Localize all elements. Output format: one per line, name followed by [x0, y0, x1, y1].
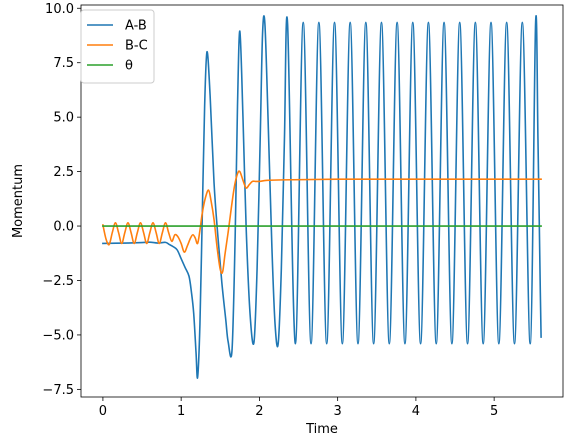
plot-frame: [80, 4, 564, 398]
legend: A-B B-C θ: [80, 9, 155, 84]
y-axis-ticks: −7.5 −5.0 −2.5 0.0 2.5 5.0 7.5 10.0: [42, 2, 81, 398]
x-axis-label: Time: [305, 422, 338, 437]
y-tick-label: −5.0: [42, 328, 74, 343]
x-tick-label: 4: [412, 404, 420, 419]
y-tick-label: 2.5: [53, 165, 74, 180]
legend-label-2: θ: [125, 59, 133, 74]
series-lines: [101, 14, 542, 379]
series-line-1: [101, 170, 542, 275]
y-tick-label: −2.5: [42, 274, 74, 289]
y-tick-label: 7.5: [53, 56, 74, 71]
y-tick-label: 0.0: [53, 220, 74, 235]
x-tick-label: 1: [177, 404, 185, 419]
y-axis-label: Momentum: [11, 164, 26, 238]
y-tick-label: 5.0: [53, 111, 74, 126]
x-tick-label: 0: [99, 404, 107, 419]
x-tick-label: 3: [334, 404, 342, 419]
y-tick-label: 10.0: [45, 2, 74, 17]
legend-label-1: B-C: [125, 39, 148, 54]
series-line-0: [102, 14, 542, 379]
y-tick-label: −7.5: [42, 383, 74, 398]
x-tick-label: 5: [490, 404, 498, 419]
x-axis-ticks: 0 1 2 3 4 5: [99, 397, 498, 419]
legend-label-0: A-B: [125, 19, 147, 34]
x-tick-label: 2: [255, 404, 263, 419]
